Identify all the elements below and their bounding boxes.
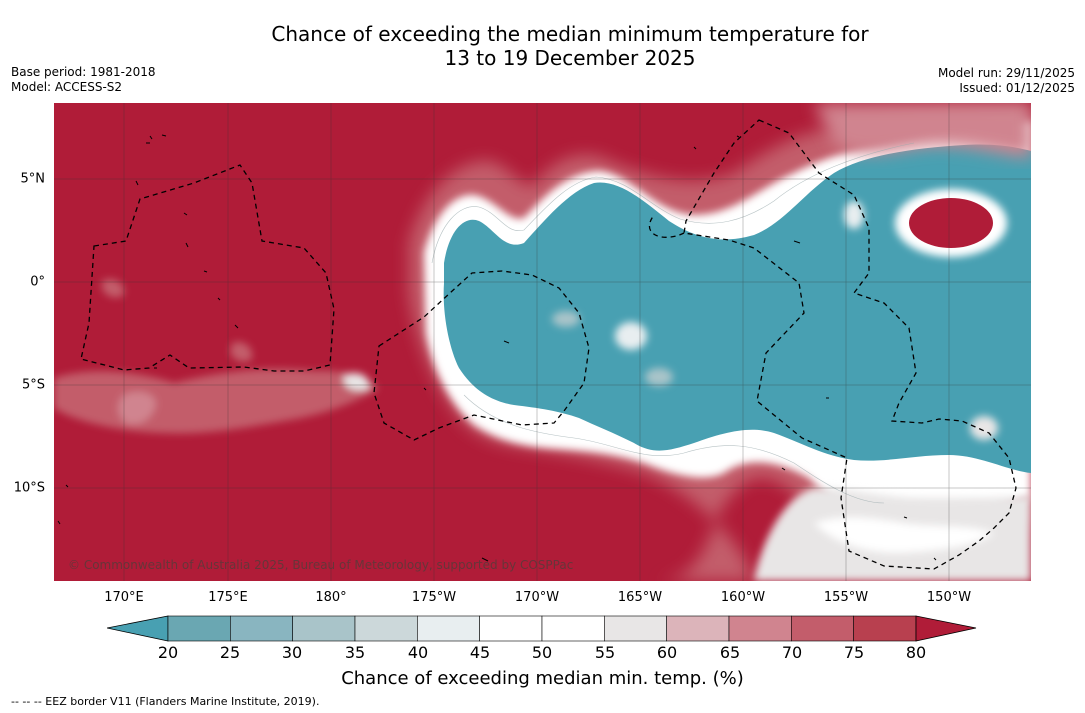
colorbar-segment bbox=[167, 615, 231, 642]
forecast-map bbox=[54, 103, 1031, 581]
lat-label: 10°S bbox=[13, 480, 45, 496]
colorbar-segment bbox=[666, 615, 730, 642]
colorbar-tick: 60 bbox=[656, 643, 678, 662]
colorbar-segment bbox=[541, 615, 605, 642]
colorbar-tick: 40 bbox=[407, 643, 429, 662]
colorbar-tick: 65 bbox=[719, 643, 741, 662]
colorbar-tick: 45 bbox=[469, 643, 491, 662]
lon-label: 155°W bbox=[823, 590, 869, 605]
colorbar bbox=[107, 615, 977, 642]
lon-label: 170°E bbox=[104, 590, 144, 605]
colorbar-under-arrow bbox=[107, 615, 169, 642]
map-title: Chance of exceeding the median minimum t… bbox=[0, 22, 1085, 70]
eez-borders bbox=[80, 119, 1017, 570]
lon-label: 165°W bbox=[617, 590, 663, 605]
contour-lines bbox=[431, 142, 915, 504]
graticule bbox=[54, 103, 1031, 581]
lat-label: 0° bbox=[30, 274, 45, 290]
island-outlines bbox=[57, 134, 937, 562]
colorbar-tick: 55 bbox=[594, 643, 616, 662]
eez-legend-note: -- -- -- EEZ border V11 (Flanders Marine… bbox=[11, 695, 320, 708]
meta-right: Model run: 29/11/2025 Issued: 01/12/2025 bbox=[938, 66, 1075, 96]
colorbar-tick: 50 bbox=[531, 643, 553, 662]
colorbar-segment bbox=[791, 615, 854, 642]
model-run: Model run: 29/11/2025 bbox=[937, 66, 1075, 80]
meta-left: Base period: 1981-2018 Model: ACCESS-S2 bbox=[11, 65, 156, 95]
map-copyright: © Commonwealth of Australia 2025, Bureau… bbox=[68, 558, 574, 572]
colorbar-tick: 20 bbox=[157, 643, 179, 662]
colorbar-segment bbox=[354, 615, 418, 642]
colorbar-segment bbox=[604, 615, 667, 642]
colorbar-tick: 35 bbox=[344, 643, 366, 662]
colorbar-title: Chance of exceeding median min. temp. (%… bbox=[341, 668, 744, 689]
colorbar-segment bbox=[479, 615, 543, 642]
colorbar-tick: 75 bbox=[843, 643, 865, 662]
cool-region-spots bbox=[552, 201, 998, 440]
lon-label: 150°W bbox=[926, 590, 972, 605]
colorbar-tick: 80 bbox=[905, 643, 927, 662]
colorbar-tick: 30 bbox=[281, 643, 303, 662]
lon-label: 170°W bbox=[514, 590, 560, 605]
colorbar-over-arrow bbox=[915, 615, 977, 642]
lon-label: 160°W bbox=[720, 590, 766, 605]
upper-right-moderate-region bbox=[814, 103, 1031, 158]
colorbar-tick: 25 bbox=[219, 643, 241, 662]
model-name: Model: ACCESS-S2 bbox=[11, 80, 123, 94]
lon-label: 180° bbox=[315, 590, 347, 605]
base-period: Base period: 1981-2018 bbox=[11, 65, 156, 79]
title-line-1: Chance of exceeding the median minimum t… bbox=[271, 22, 869, 46]
colorbar-segment bbox=[417, 615, 480, 642]
lon-label: 175°E bbox=[208, 590, 248, 605]
warm-island bbox=[909, 198, 993, 248]
colorbar-segment bbox=[853, 615, 917, 642]
colorbar-segment bbox=[728, 615, 792, 642]
colorbar-tick: 70 bbox=[781, 643, 803, 662]
title-line-2: 13 to 19 December 2025 bbox=[444, 46, 696, 70]
low-probability-region bbox=[443, 144, 1031, 474]
lat-label: 5°N bbox=[20, 171, 46, 187]
lat-label: 5°S bbox=[21, 377, 45, 393]
issued-date: Issued: 01/12/2025 bbox=[959, 81, 1075, 95]
colorbar-segment bbox=[292, 615, 356, 642]
colorbar-segment bbox=[230, 615, 293, 642]
lon-label: 175°W bbox=[411, 590, 457, 605]
